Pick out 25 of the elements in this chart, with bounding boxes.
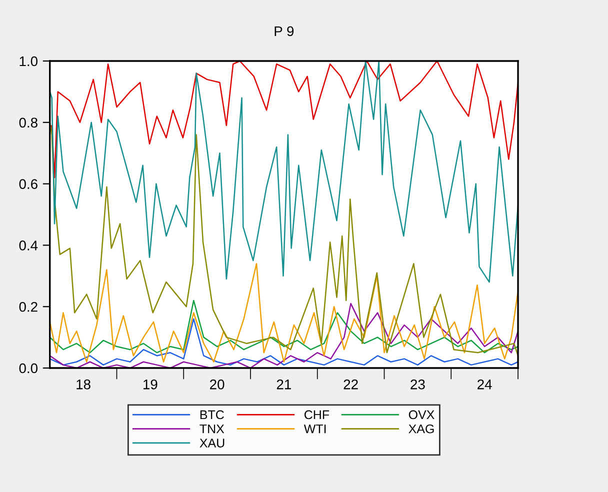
legend-label: WTI <box>304 424 326 434</box>
x-tick-label: 19 <box>144 379 158 390</box>
x-tick-label: 22 <box>344 379 358 390</box>
y-tick-label: 0.6 <box>19 179 38 189</box>
x-tick-label: 23 <box>410 379 425 390</box>
x-tick-label: 24 <box>478 379 492 390</box>
line-series <box>50 318 518 366</box>
y-tick-label: 1.0 <box>20 56 38 66</box>
x-tick-label: 20 <box>210 379 224 390</box>
legend-label: XAU <box>200 438 224 448</box>
y-tick-label: 0.4 <box>19 240 38 250</box>
legend-label: XAG <box>408 424 434 434</box>
line-series <box>50 263 518 362</box>
legend-label: BTC <box>200 410 224 420</box>
x-tick-label: 18 <box>76 379 90 390</box>
legend-label: TNX <box>200 424 224 434</box>
legend-label: OVX <box>408 410 434 420</box>
chart-title: P 9 <box>274 26 294 36</box>
y-tick-label: 0.8 <box>19 118 38 128</box>
x-tick-label: 21 <box>276 379 291 390</box>
line-series <box>50 122 518 356</box>
y-tick-label: 0.2 <box>19 302 38 312</box>
legend-label: CHF <box>304 410 330 420</box>
y-tick-label: 0.0 <box>19 363 38 374</box>
line-series <box>50 300 518 354</box>
